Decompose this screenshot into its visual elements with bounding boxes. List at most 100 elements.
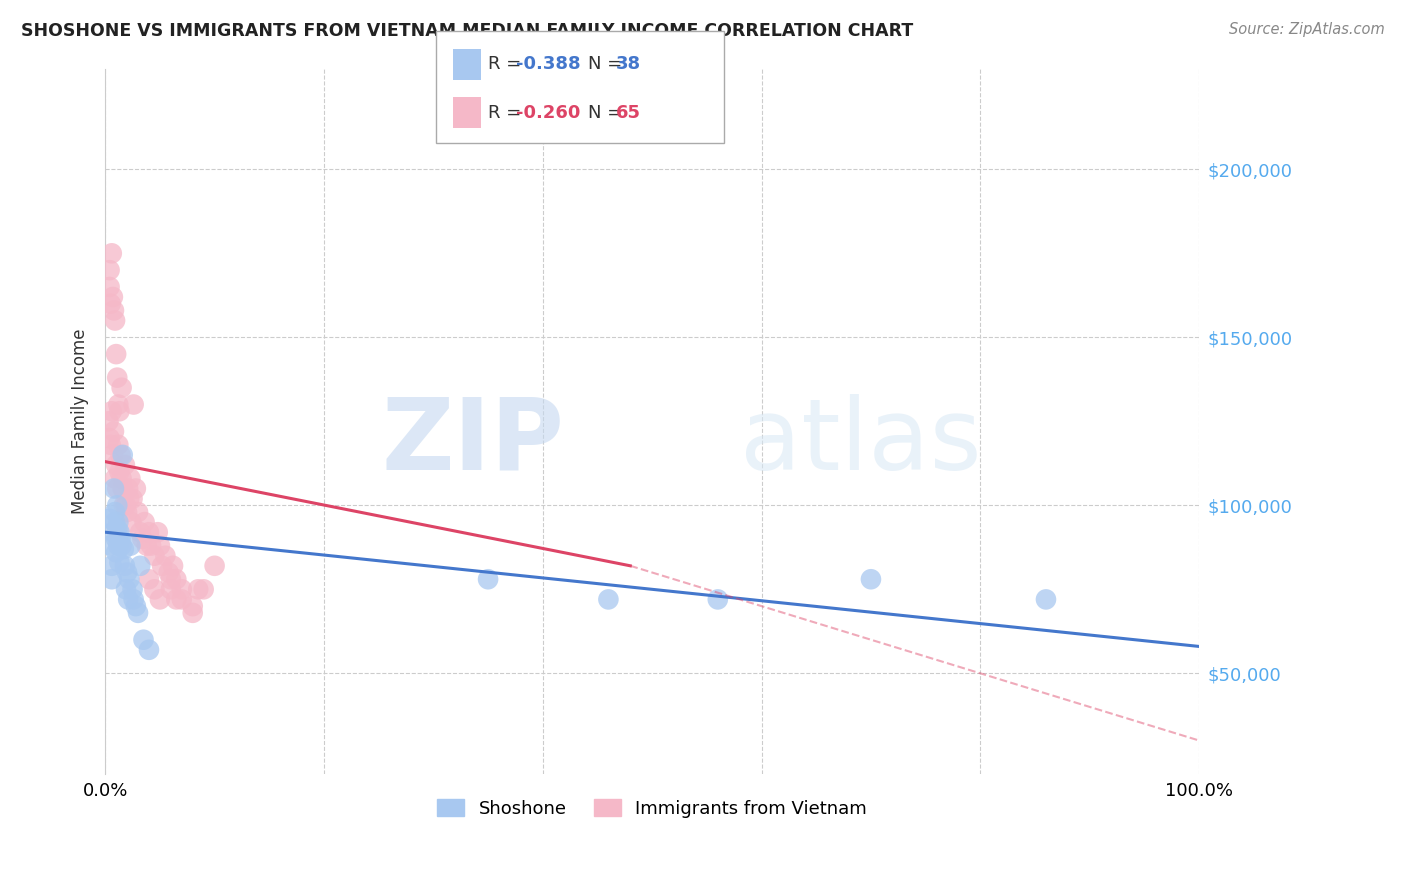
- Point: [162, 558, 184, 573]
- Point: [120, 539, 142, 553]
- Point: [160, 582, 183, 597]
- Point: [103, 425, 125, 439]
- Text: N =: N =: [588, 55, 627, 73]
- Point: [115, 582, 138, 597]
- Point: [125, 482, 148, 496]
- Point: [104, 313, 127, 327]
- Point: [122, 398, 145, 412]
- Point: [149, 592, 172, 607]
- Point: [98, 512, 121, 526]
- Point: [117, 482, 139, 496]
- Point: [129, 558, 152, 573]
- Point: [100, 572, 122, 586]
- Point: [134, 515, 156, 529]
- Point: [160, 572, 183, 586]
- Text: R =: R =: [488, 55, 527, 73]
- Point: [127, 606, 149, 620]
- Text: R =: R =: [488, 103, 527, 121]
- Point: [146, 525, 169, 540]
- Point: [103, 303, 125, 318]
- Point: [121, 491, 143, 506]
- Point: [181, 606, 204, 620]
- Point: [121, 582, 143, 597]
- Point: [108, 404, 131, 418]
- Point: [111, 448, 134, 462]
- Point: [108, 465, 131, 479]
- Point: [143, 549, 166, 563]
- Point: [118, 572, 141, 586]
- Point: [193, 582, 215, 597]
- Point: [149, 539, 172, 553]
- Point: [114, 458, 136, 472]
- Point: [129, 525, 152, 540]
- Point: [105, 522, 128, 536]
- Point: [138, 525, 160, 540]
- Point: [127, 505, 149, 519]
- Point: [105, 347, 128, 361]
- Point: [111, 381, 134, 395]
- Text: -0.260: -0.260: [516, 103, 581, 121]
- Point: [107, 515, 129, 529]
- Point: [110, 448, 132, 462]
- Point: [100, 539, 122, 553]
- Point: [859, 572, 882, 586]
- Text: Source: ZipAtlas.com: Source: ZipAtlas.com: [1229, 22, 1385, 37]
- Point: [105, 545, 128, 559]
- Point: [108, 525, 131, 540]
- Point: [155, 549, 177, 563]
- Point: [100, 246, 122, 260]
- Point: [135, 539, 157, 553]
- Point: [598, 592, 620, 607]
- Point: [107, 398, 129, 412]
- Point: [165, 572, 187, 586]
- Text: -0.388: -0.388: [516, 55, 581, 73]
- Text: N =: N =: [588, 103, 627, 121]
- Point: [107, 539, 129, 553]
- Point: [111, 482, 134, 496]
- Point: [112, 541, 135, 556]
- Point: [105, 499, 128, 513]
- Point: [105, 482, 128, 496]
- Y-axis label: Median Family Income: Median Family Income: [72, 328, 89, 514]
- Point: [1035, 592, 1057, 607]
- Point: [138, 642, 160, 657]
- Point: [105, 458, 128, 472]
- Point: [112, 499, 135, 513]
- Point: [131, 532, 153, 546]
- Point: [110, 532, 132, 546]
- Point: [101, 290, 124, 304]
- Point: [143, 582, 166, 597]
- Point: [108, 556, 131, 570]
- Point: [118, 491, 141, 506]
- Point: [105, 370, 128, 384]
- Point: [165, 592, 187, 607]
- Point: [115, 505, 138, 519]
- Point: [707, 592, 730, 607]
- Point: [117, 592, 139, 607]
- Point: [101, 448, 124, 462]
- Point: [100, 438, 122, 452]
- Point: [170, 592, 193, 607]
- Point: [100, 404, 122, 418]
- Point: [101, 525, 124, 540]
- Point: [477, 572, 499, 586]
- Text: SHOSHONE VS IMMIGRANTS FROM VIETNAM MEDIAN FAMILY INCOME CORRELATION CHART: SHOSHONE VS IMMIGRANTS FROM VIETNAM MEDI…: [21, 22, 914, 40]
- Point: [204, 558, 226, 573]
- Point: [105, 532, 128, 546]
- Point: [121, 515, 143, 529]
- Point: [157, 566, 180, 580]
- Text: 65: 65: [616, 103, 641, 121]
- Point: [107, 438, 129, 452]
- Point: [187, 582, 209, 597]
- Point: [104, 505, 127, 519]
- Point: [120, 471, 142, 485]
- Point: [122, 592, 145, 607]
- Point: [111, 471, 134, 485]
- Point: [125, 599, 148, 614]
- Point: [98, 431, 121, 445]
- Point: [114, 558, 136, 573]
- Point: [150, 558, 173, 573]
- Point: [115, 566, 138, 580]
- Legend: Shoshone, Immigrants from Vietnam: Shoshone, Immigrants from Vietnam: [430, 792, 875, 825]
- Point: [170, 582, 193, 597]
